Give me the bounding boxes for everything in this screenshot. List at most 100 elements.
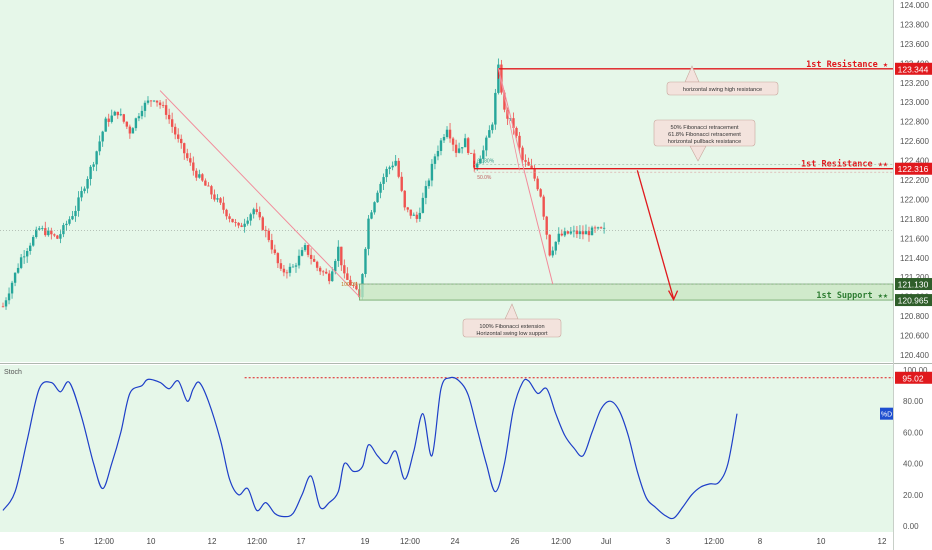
candle-body	[19, 257, 23, 268]
price-tick-label: 122.800	[900, 118, 929, 127]
price-tick-label: 120.800	[900, 312, 929, 321]
candle-body	[466, 138, 470, 153]
price-tick-label: 120.400	[900, 351, 929, 360]
candle-body	[122, 114, 126, 122]
candle-body	[131, 128, 135, 134]
candle-body	[279, 263, 283, 269]
price-tick-label: 122.600	[900, 137, 929, 146]
candle-body	[16, 267, 20, 273]
candle-body	[509, 118, 512, 119]
resistance-1-star-label: 1st Resistance ★	[806, 59, 888, 70]
candle-body	[385, 168, 388, 178]
candle-body	[352, 285, 355, 286]
x-tick-label: 12:00	[551, 537, 572, 546]
candle-body	[454, 144, 458, 153]
candle-body	[68, 219, 71, 224]
candle-body	[210, 186, 213, 195]
candle-body	[234, 222, 237, 223]
candle-body	[430, 163, 434, 181]
candle-body	[400, 176, 403, 191]
stoch-d-line	[2, 376, 738, 520]
stoch-tick-label: 80.00	[903, 397, 924, 406]
price-tick-label: 121.600	[900, 234, 929, 243]
res-fib-callout-text: horizontal pullback resistance	[668, 139, 741, 145]
candle-body	[303, 245, 307, 251]
candle-body	[518, 135, 521, 148]
support-callout-text: 100% Fibonacci extension	[479, 324, 544, 330]
x-tick-label: 26	[511, 537, 520, 546]
candle-body	[569, 231, 573, 234]
candle-body	[98, 141, 101, 152]
projection-arrow-line	[636, 170, 675, 299]
candle-body	[463, 138, 467, 148]
candle-body	[143, 102, 147, 111]
candle-body	[164, 105, 168, 115]
candle-body	[427, 180, 431, 187]
res-fib-callout-text: 50% Fibonacci retracement	[670, 125, 739, 131]
candle-body	[50, 230, 53, 235]
stoch-tick-label: 0.00	[903, 522, 919, 531]
candle-body	[32, 236, 35, 246]
candle-body	[53, 234, 56, 236]
candle-body	[110, 115, 113, 122]
candle-body	[152, 100, 156, 102]
candle-body	[222, 202, 225, 210]
candle-body	[309, 254, 313, 259]
x-tick-label: 10	[817, 537, 826, 546]
candle-body	[128, 126, 132, 134]
projection-arrow-head	[667, 290, 679, 302]
candle-body	[491, 124, 494, 131]
price-tick-label: 122.000	[900, 195, 929, 204]
support-bottom-price-value: 120.965	[898, 296, 929, 306]
price-tick-label: 123.000	[900, 98, 929, 107]
candle-body	[167, 114, 171, 120]
candle-body	[560, 233, 564, 236]
candle-body	[590, 227, 594, 236]
stoch-panel-background	[0, 365, 893, 532]
candle-body	[325, 271, 328, 274]
candle-body	[107, 118, 110, 122]
candle-body	[566, 231, 570, 234]
x-tick-label: 12	[878, 537, 887, 546]
candle-body	[282, 268, 286, 273]
candle-body	[482, 150, 485, 159]
candle-body	[13, 272, 17, 283]
candle-body	[337, 246, 340, 261]
support-top-price-tag	[895, 278, 932, 291]
candle-body	[237, 222, 240, 226]
candle-body	[343, 265, 346, 274]
candle-body	[530, 165, 533, 169]
price-tick-label: 123.200	[900, 79, 929, 88]
candle-body	[373, 202, 376, 213]
support-zone	[359, 283, 894, 301]
candle-body	[485, 137, 488, 151]
candle-body	[198, 174, 201, 178]
candle-body	[273, 249, 277, 254]
candle-body	[406, 207, 409, 210]
candle-body	[415, 214, 419, 219]
resistance-2-star-price-value: 122.316	[898, 164, 929, 174]
candle-body	[542, 196, 545, 217]
fib-ext-leg-3	[497, 68, 520, 171]
x-tick-label: 8	[758, 537, 763, 546]
candle-body	[104, 118, 107, 132]
candle-body	[539, 189, 542, 197]
candle-body	[1, 306, 5, 308]
candle-body	[264, 229, 267, 231]
candle-body	[285, 272, 289, 274]
candle-body	[255, 209, 258, 212]
candle-body	[306, 245, 310, 255]
candle-body	[183, 143, 186, 154]
support-callout-box	[462, 318, 562, 338]
candle-body	[22, 256, 26, 258]
candle-body	[515, 127, 518, 136]
fib-100-tag: 100.0%	[341, 282, 359, 288]
candle-body	[261, 217, 264, 230]
candle-body	[521, 147, 524, 161]
candle-body	[119, 114, 123, 116]
candle-body	[433, 156, 437, 164]
res-fib-callout-box	[653, 119, 756, 147]
price-tick-label: 121.400	[900, 254, 929, 263]
